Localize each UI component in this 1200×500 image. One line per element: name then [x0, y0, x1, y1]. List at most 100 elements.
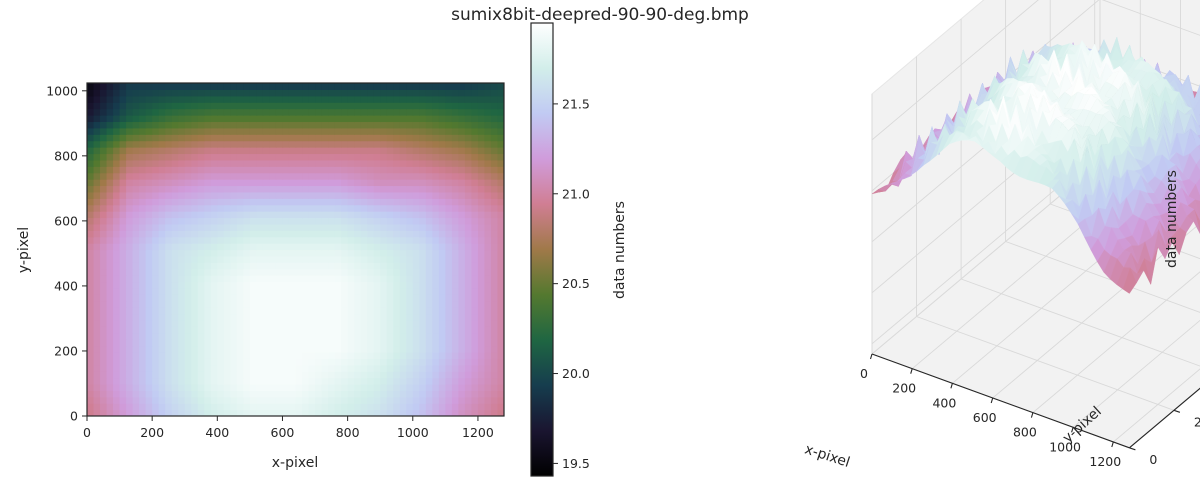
heatmap-cell [490, 390, 499, 398]
heatmap-cell [262, 127, 271, 135]
heatmap-cell [152, 121, 160, 129]
heatmap-cell [145, 172, 153, 180]
heatmap-cell [282, 268, 290, 276]
heatmap-cell [217, 307, 225, 315]
heatmap-cell [308, 191, 316, 199]
heatmap-cell [295, 268, 303, 276]
heatmap-cell [380, 262, 388, 270]
heatmap-cell [354, 390, 362, 398]
heatmap-cell [113, 172, 121, 180]
heatmap-cell [152, 166, 160, 174]
heatmap-cell [158, 153, 166, 161]
heatmap-cell [87, 294, 95, 302]
heatmap-cell [497, 115, 504, 123]
heatmap-cell [458, 358, 466, 366]
heatmap-cell [256, 351, 264, 359]
heatmap-cell [275, 204, 284, 212]
heatmap-cell [126, 262, 134, 270]
heatmap-cell [380, 95, 388, 103]
heatmap-cell [165, 140, 173, 148]
heatmap-cell [256, 345, 264, 353]
heatmap-cell [275, 179, 284, 187]
heatmap-cell [406, 147, 414, 155]
heatmap-cell [406, 134, 414, 142]
heatmap-cell [106, 255, 114, 263]
heatmap-cell [171, 211, 179, 219]
heatmap-cell [119, 140, 127, 148]
heatmap-cell [334, 223, 342, 231]
heatmap-cell [406, 198, 414, 206]
heatmap-cell [315, 153, 323, 161]
heatmap-cell [354, 339, 362, 347]
heatmap-cell [341, 166, 349, 174]
heatmap-cell [145, 255, 153, 263]
heatmap-cell [269, 275, 277, 283]
heatmap-cell [100, 102, 108, 110]
heatmap-cell [445, 95, 453, 103]
heatmap-cell [93, 332, 101, 340]
heatmap-cell [321, 351, 329, 359]
heatmap-cell [158, 147, 166, 155]
heatmap-cell [321, 230, 329, 238]
heatmap-cell [139, 243, 147, 251]
heatmap-cell [236, 185, 244, 193]
heatmap-cell [341, 89, 349, 97]
heatmap-cell [432, 377, 440, 385]
heatmap-cell [113, 371, 121, 379]
surface-x-tick [1111, 441, 1114, 448]
heatmap-cell [262, 281, 271, 289]
heatmap-cell [132, 108, 140, 116]
heatmap-cell [308, 211, 316, 219]
heatmap-cell [412, 371, 420, 379]
heatmap-cell [302, 204, 310, 212]
heatmap-cell [451, 364, 459, 372]
heatmap-cell [295, 121, 303, 129]
heatmap-cell [217, 230, 225, 238]
heatmap-cell [178, 307, 186, 315]
heatmap-cell [308, 390, 316, 398]
heatmap-cell [243, 159, 251, 167]
heatmap-cell [288, 217, 297, 225]
heatmap-cell [236, 198, 244, 206]
heatmap-cell [197, 172, 205, 180]
heatmap-cell [341, 179, 349, 187]
heatmap-cell [419, 307, 427, 315]
heatmap-cell [393, 326, 401, 334]
heatmap-cell [393, 255, 401, 263]
heatmap-cell [315, 230, 323, 238]
heatmap-cell [119, 172, 127, 180]
heatmap-cell [328, 108, 336, 116]
heatmap-cell [87, 115, 95, 123]
heatmap-cell [210, 191, 218, 199]
heatmap-cell [145, 371, 153, 379]
heatmap-cell [256, 230, 264, 238]
heatmap-cell [334, 89, 342, 97]
heatmap-cell [497, 204, 504, 212]
heatmap-cell [158, 281, 166, 289]
heatmap-cell [380, 351, 388, 359]
heatmap-cell [308, 268, 316, 276]
heatmap-cell [210, 236, 218, 244]
heatmap-cell [399, 166, 407, 174]
heatmap-cell [328, 300, 336, 308]
heatmap-cell [438, 236, 446, 244]
heatmap-cell [484, 403, 492, 411]
heatmap-cell [100, 390, 108, 398]
surface-gridline [871, 0, 1039, 141]
heatmap-cell [315, 223, 323, 231]
heatmap-cell [171, 403, 179, 411]
heatmap-cell [223, 345, 231, 353]
heatmap-cell [113, 166, 121, 174]
heatmap-cell [236, 281, 244, 289]
heatmap-cell [386, 172, 394, 180]
heatmap-cell [302, 243, 310, 251]
heatmap-cell [497, 89, 504, 97]
heatmap-cell [373, 268, 381, 276]
heatmap-cell [243, 153, 251, 161]
heatmap-cell [406, 403, 414, 411]
heatmap-cell [347, 307, 355, 315]
heatmap-cell [126, 281, 134, 289]
heatmap-cell [275, 326, 284, 334]
heatmap-cell [230, 147, 238, 155]
heatmap-cell [100, 326, 108, 334]
